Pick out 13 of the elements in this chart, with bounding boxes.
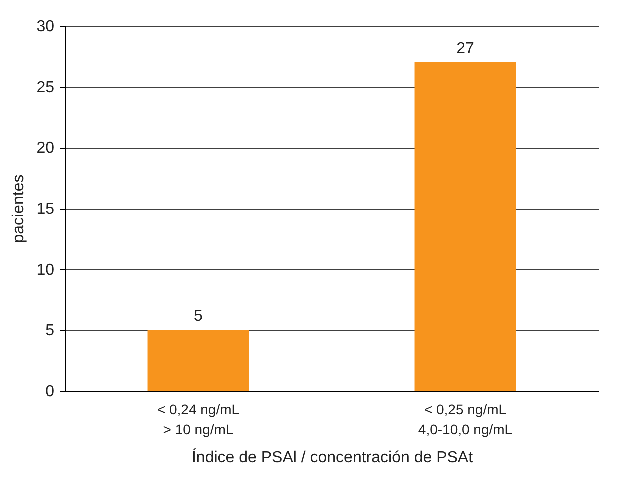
y-tick-label: 10	[36, 262, 55, 279]
y-tick-label: 15	[36, 201, 55, 218]
x-axis-title: Índice de PSAl / concentración de PSAt	[192, 448, 474, 466]
data-label: 5	[194, 308, 204, 326]
data-label: 27	[456, 40, 474, 58]
y-tick-label: 0	[46, 384, 55, 400]
y-tick-label: 20	[36, 140, 55, 158]
y-tick-label: 25	[36, 79, 55, 96]
x-tick-label: < 0,24 ng/mL > 10 ng/mL	[157, 402, 240, 438]
x-tick-label: < 0,25 ng/mL 4,0-10,0 ng/mL	[418, 402, 513, 438]
y-tick-label: 5	[46, 322, 55, 340]
y-tick-label: 30	[36, 18, 55, 36]
y-axis-title: pacientes	[10, 174, 28, 244]
